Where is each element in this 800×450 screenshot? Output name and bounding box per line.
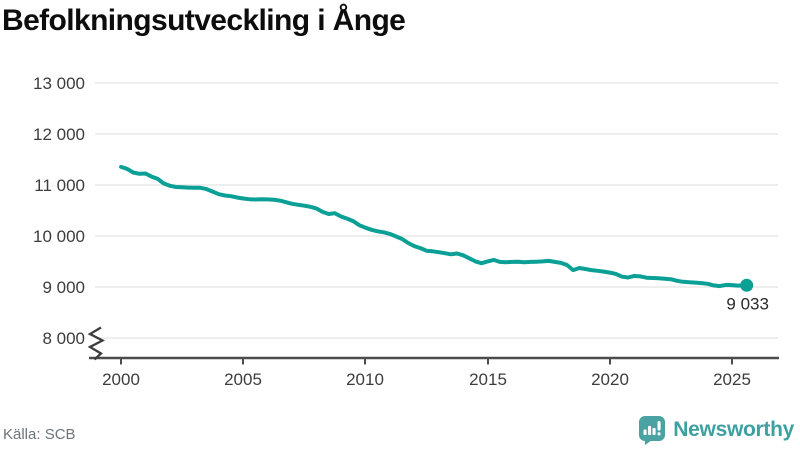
newsworthy-bubble-chart-icon — [639, 416, 666, 445]
y-label-8000: 8 000 — [42, 329, 85, 348]
gridlines — [95, 82, 778, 339]
x-label-2000: 2000 — [102, 370, 140, 389]
source-note: Källa: SCB — [3, 426, 76, 443]
y-label-10000: 10 000 — [33, 227, 85, 246]
x-label-2005: 2005 — [224, 370, 262, 389]
y-label-13000: 13 000 — [33, 74, 85, 93]
y-axis-labels: 13 000 12 000 11 000 10 000 9 000 8 000 — [33, 74, 85, 348]
latest-value-label: 9 033 — [726, 294, 769, 313]
x-axis-ticks — [120, 358, 733, 365]
y-label-9000: 9 000 — [42, 278, 85, 297]
newsworthy-logo[interactable]: Newsworthy — [638, 415, 794, 445]
logo-bars — [643, 421, 661, 436]
y-label-11000: 11 000 — [34, 176, 85, 195]
x-label-2015: 2015 — [469, 370, 507, 389]
x-label-2025: 2025 — [713, 370, 751, 389]
latest-value-dot — [740, 278, 754, 292]
x-axis-labels: 2000 2005 2010 2015 2020 2025 — [102, 370, 751, 389]
x-label-2010: 2010 — [346, 370, 384, 389]
y-label-12000: 12 000 — [33, 125, 85, 144]
newsworthy-wordmark: Newsworthy — [673, 418, 794, 441]
population-line — [119, 164, 749, 289]
x-label-2020: 2020 — [591, 370, 629, 389]
page-title: Befolkningsutveckling i Ånge — [2, 4, 406, 37]
axis-break-icon — [87, 326, 105, 361]
